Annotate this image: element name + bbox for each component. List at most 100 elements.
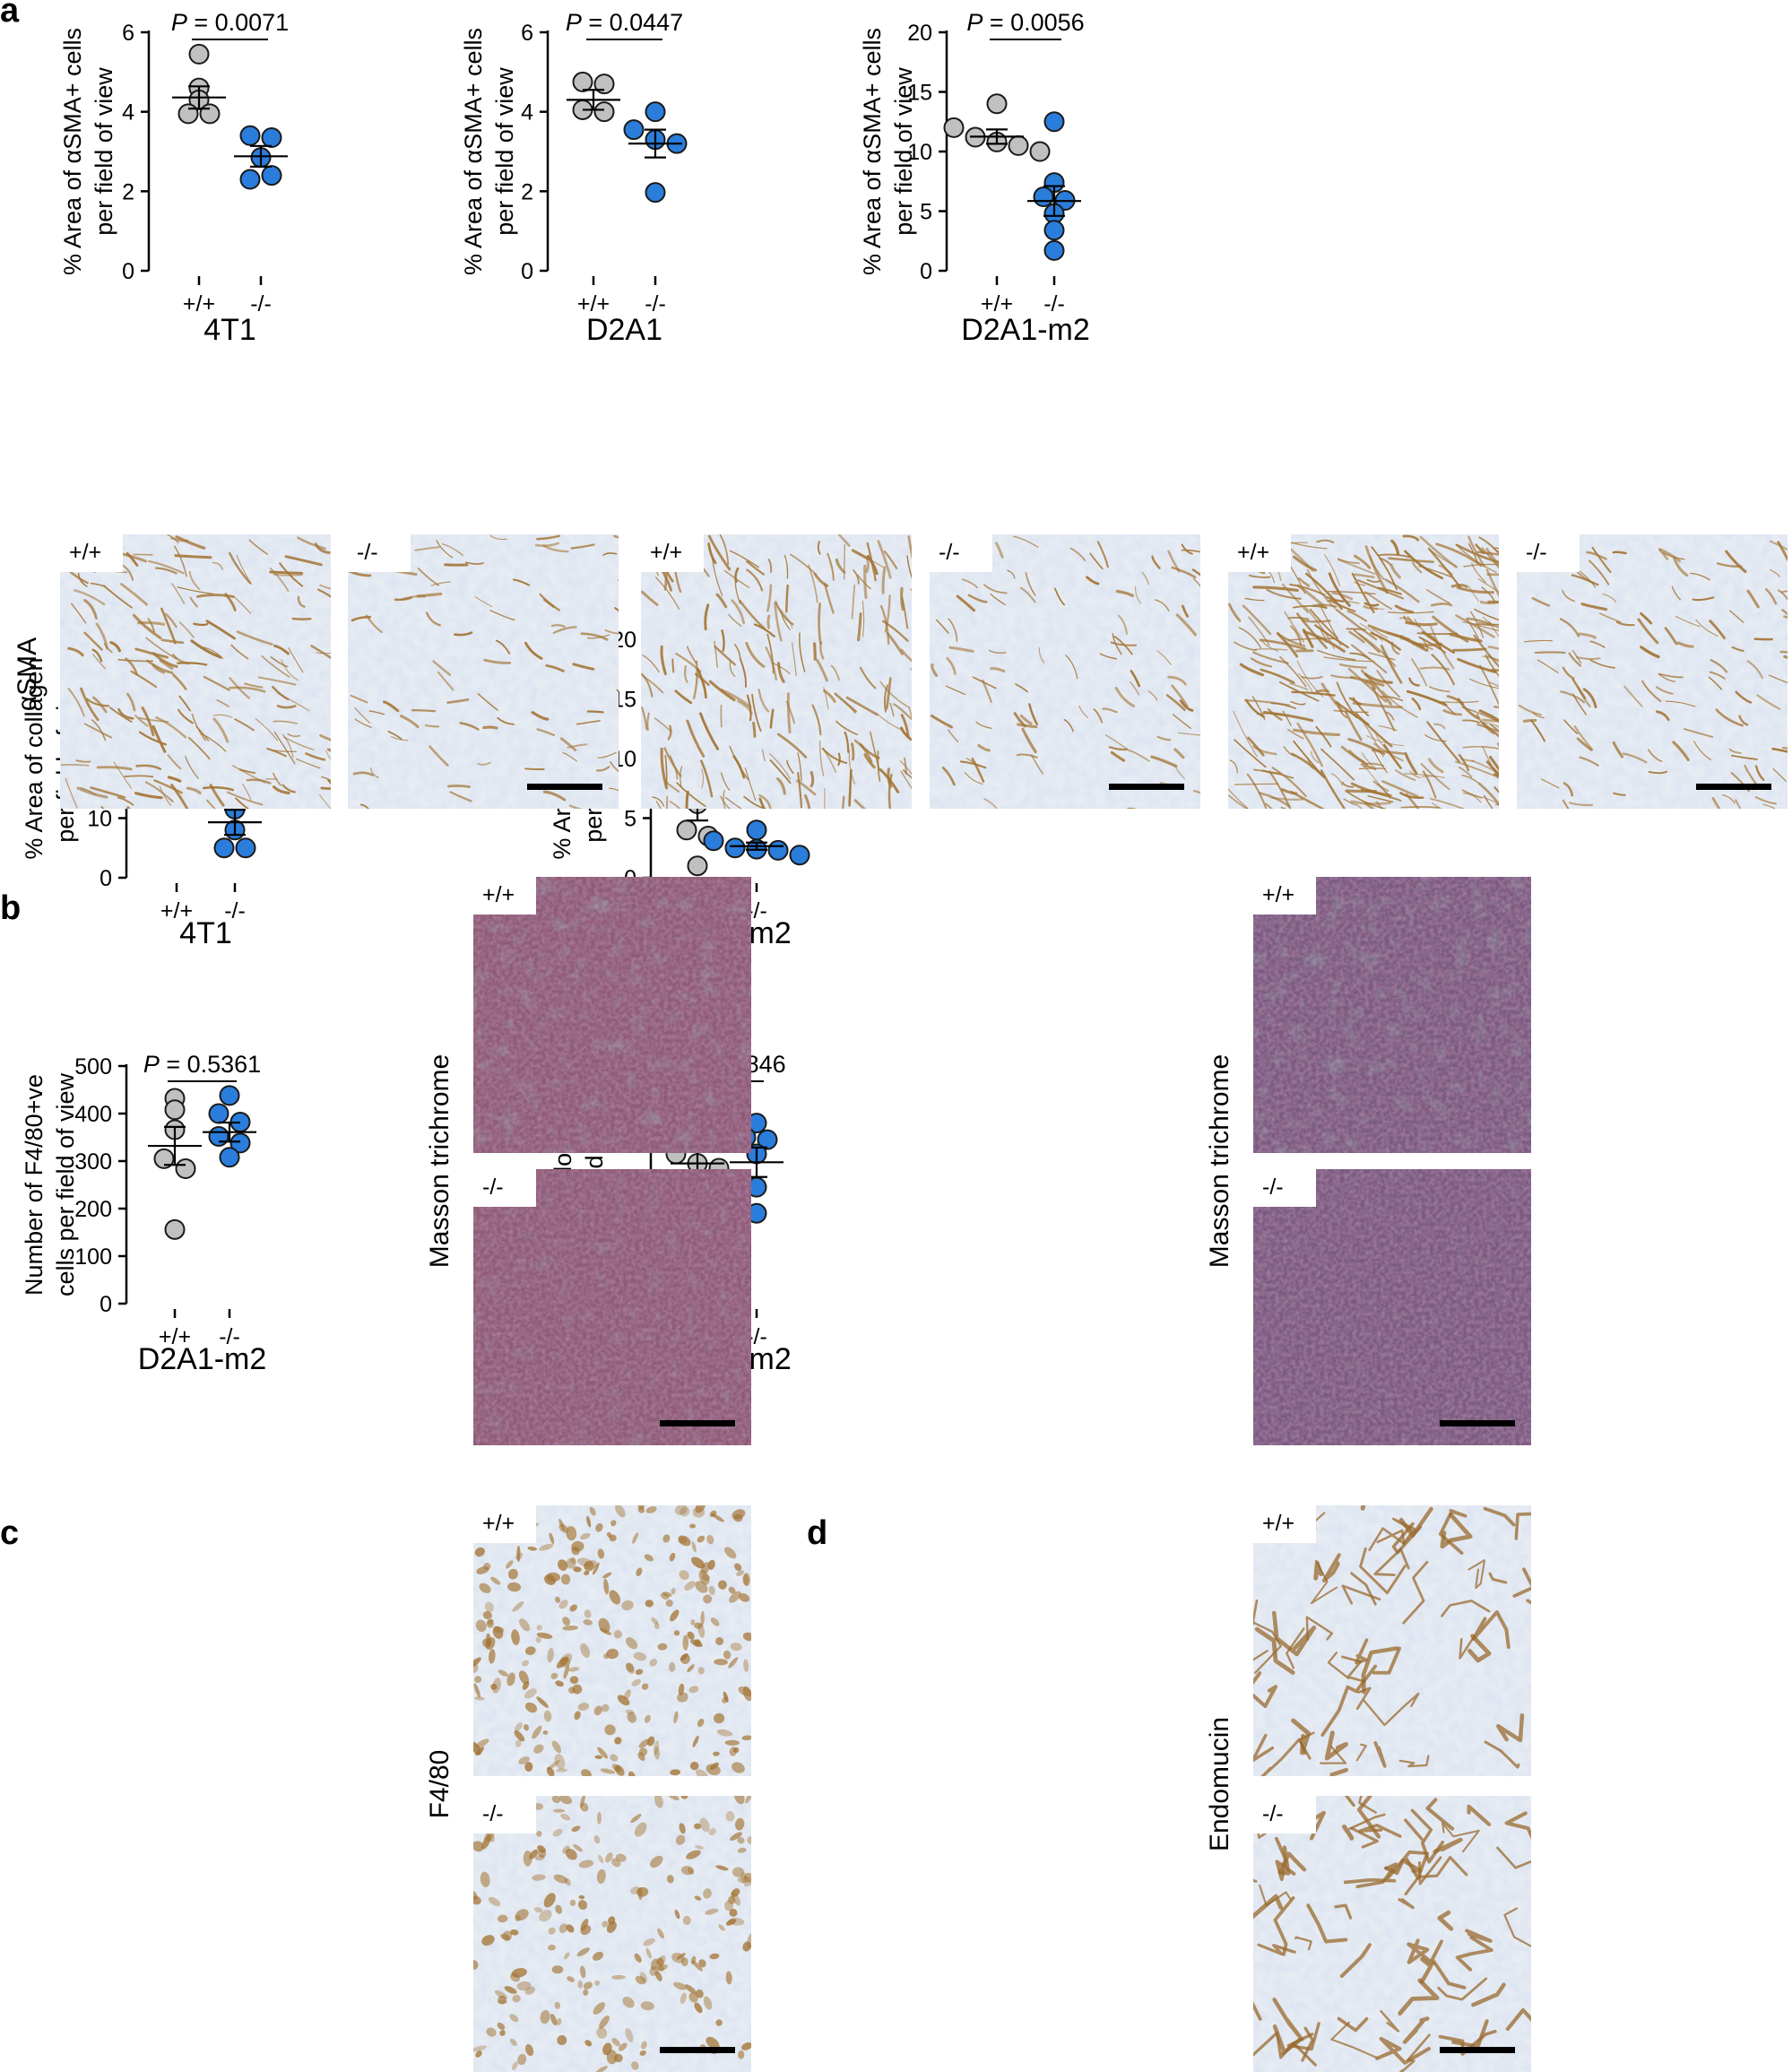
stained-cell — [558, 1523, 569, 1533]
stained-fibre — [729, 746, 749, 781]
stained-fibre — [1744, 764, 1757, 785]
chart-a-4t1: 0 2 4 6 +/+ -/- % Area of αSMA+ cells per field… — [59, 9, 289, 347]
stained-fibre — [715, 593, 728, 609]
stained-cell — [695, 1845, 705, 1850]
stained-cell — [656, 1964, 668, 1972]
stained-fibre — [159, 659, 174, 671]
stained-fibre — [354, 707, 371, 724]
stained-fibre — [1301, 676, 1323, 680]
stained-fibre — [1531, 596, 1551, 607]
stained-vessel — [1356, 1796, 1381, 1839]
stained-fibre — [1495, 803, 1499, 806]
stained-fibre — [1156, 650, 1172, 665]
stained-vessel — [1257, 1943, 1296, 1956]
stained-fibre — [1769, 674, 1788, 684]
stained-fibre — [1612, 551, 1627, 555]
stained-vessel — [1253, 1600, 1259, 1626]
stained-cell — [584, 1560, 594, 1572]
stained-fibre — [1289, 682, 1309, 690]
stained-fibre — [1282, 710, 1292, 726]
chart-title: D2A1-m2 — [138, 1342, 267, 1376]
stained-cell — [708, 1827, 716, 1836]
stained-cell — [573, 1843, 583, 1852]
collagen-stain — [473, 877, 751, 1153]
stained-fibre — [1150, 755, 1178, 768]
stained-fibre — [441, 543, 463, 557]
stained-fibre — [967, 594, 988, 603]
stained-fibre — [1179, 699, 1194, 712]
stained-cell — [562, 1845, 570, 1854]
stained-fibre — [1772, 767, 1787, 782]
stained-fibre — [321, 776, 331, 782]
stained-cell — [703, 1594, 713, 1604]
stained-fibre — [720, 688, 752, 709]
stained-cell — [634, 1822, 647, 1837]
stained-cell — [736, 1570, 745, 1577]
stained-fibre — [811, 704, 822, 736]
stained-fibre — [85, 698, 110, 707]
stained-fibre — [155, 715, 187, 739]
p-value-text: = 0.5361 — [160, 1051, 261, 1078]
stained-fibre — [1141, 571, 1149, 585]
stained-cell — [539, 1910, 552, 1922]
stained-cell — [512, 1994, 521, 2003]
stained-cell — [486, 2027, 497, 2037]
stained-fibre — [857, 612, 862, 642]
genotype-label: +/+ — [650, 540, 682, 565]
stained-fibre — [429, 745, 449, 767]
micrograph-texture — [473, 1169, 751, 1445]
genotype-label-box — [1253, 1796, 1316, 1834]
nuclei-grain — [473, 1796, 751, 2072]
stained-fibre — [1404, 550, 1444, 580]
stained-cell — [691, 1541, 697, 1553]
p-value-text: = 0.0447 — [582, 9, 683, 36]
stained-fibre — [1069, 547, 1086, 562]
stained-fibre — [1482, 745, 1499, 779]
stained-fibre — [1323, 656, 1375, 663]
stained-fibre — [273, 644, 290, 655]
stained-cell — [714, 1712, 725, 1724]
stained-fibre — [1482, 722, 1499, 738]
stained-vessel — [1363, 1692, 1420, 1727]
stained-cell — [673, 1630, 680, 1636]
data-point — [164, 1099, 186, 1121]
stained-fibre — [83, 723, 113, 739]
stained-cell — [536, 1831, 542, 1837]
stained-fibre — [1233, 710, 1258, 758]
stained-fibre — [1400, 806, 1441, 809]
stained-fibre — [1783, 615, 1788, 619]
stained-fibre — [1753, 637, 1773, 641]
stained-cell — [481, 1834, 491, 1850]
stained-cell — [725, 1919, 737, 1926]
stained-fibre — [746, 560, 766, 576]
stained-fibre — [1411, 698, 1422, 711]
stained-vessel — [1372, 1646, 1402, 1675]
stained-cell — [580, 1532, 591, 1540]
stained-vessel — [1404, 1856, 1468, 1896]
stained-fibre — [734, 567, 740, 584]
stained-fibre — [1359, 622, 1383, 642]
stained-fibre — [234, 718, 255, 732]
micrograph-texture — [473, 1505, 751, 1776]
stained-fibre — [1479, 664, 1499, 706]
y-tick-label: 20 — [907, 21, 932, 46]
stained-fibre — [707, 542, 717, 565]
genotype-label: +/+ — [69, 540, 101, 565]
genotype-label-box — [60, 534, 123, 572]
stained-fibre — [1364, 680, 1376, 690]
stained-fibre — [1360, 669, 1392, 706]
stained-fibre — [1523, 639, 1553, 643]
stained-cell — [670, 1609, 680, 1622]
stained-fibre — [1310, 750, 1320, 764]
stained-fibre — [1672, 556, 1689, 577]
stained-fibre — [1110, 641, 1138, 646]
stained-cell — [604, 1724, 616, 1736]
stained-fibre — [536, 534, 560, 541]
stained-fibre — [816, 658, 828, 682]
stained-fibre — [226, 791, 264, 806]
stained-cell — [654, 1747, 661, 1760]
stained-fibre — [701, 768, 705, 789]
stained-fibre — [1622, 752, 1648, 764]
stained-fibre — [889, 703, 895, 717]
micrograph-texture — [60, 534, 331, 809]
